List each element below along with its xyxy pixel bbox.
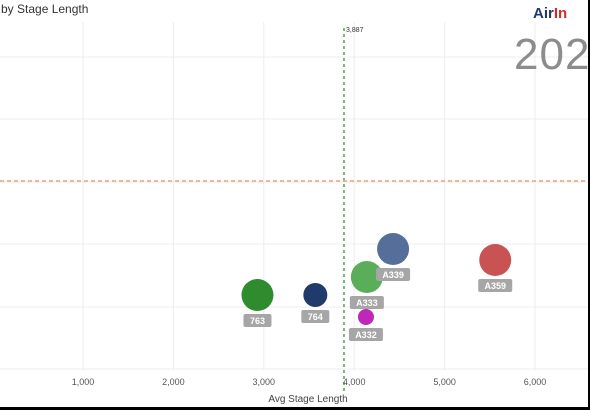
logo-text-part-2: In [553, 5, 568, 22]
data-point-764[interactable]: 764 [301, 283, 330, 323]
data-points: 763 764 A333 A339 A332 A359 [241, 233, 513, 341]
x-axis-label: Avg Stage Length [268, 394, 347, 405]
reference-lines: 3,887 [0, 27, 588, 392]
x-tick-label: 6,000 [524, 377, 547, 387]
point-label-box [349, 296, 384, 309]
point-label: A339 [382, 270, 404, 280]
point-label: A359 [484, 281, 506, 291]
chart-title: by Stage Length [1, 2, 89, 16]
point-label: A332 [355, 330, 377, 340]
year-label: 202 [514, 30, 590, 79]
point-marker[interactable] [241, 279, 274, 311]
point-marker[interactable] [377, 233, 410, 265]
point-label: A333 [356, 298, 378, 308]
grid [0, 22, 588, 370]
data-point-a359[interactable]: A359 [478, 244, 513, 292]
data-point-a333[interactable]: A333 [349, 261, 384, 309]
x-tick-label: 4,000 [343, 377, 366, 387]
point-marker[interactable] [350, 261, 383, 293]
data-point-a332[interactable]: A332 [348, 309, 383, 341]
brand-logo: AirIn [533, 5, 588, 22]
point-label-box [301, 310, 330, 323]
point-marker[interactable] [357, 309, 374, 325]
point-label-box [478, 279, 513, 292]
data-point-763[interactable]: 763 [241, 279, 274, 327]
point-label: 763 [250, 316, 265, 326]
average-line-label: 3,887 [346, 27, 364, 34]
x-axis-ticks: 1,000 2,000 3,000 4,000 5,000 6,000 [72, 377, 547, 387]
point-label-box [376, 268, 411, 281]
x-tick-label: 5,000 [433, 377, 456, 387]
data-point-a339[interactable]: A339 [376, 233, 411, 281]
x-tick-label: 2,000 [162, 377, 185, 387]
logo-text-part-1: Air [533, 5, 554, 22]
x-tick-label: 3,000 [253, 377, 276, 387]
point-marker[interactable] [303, 283, 328, 307]
point-label: 764 [308, 312, 323, 322]
point-label-box [348, 328, 383, 341]
x-tick-label: 1,000 [72, 377, 95, 387]
point-marker[interactable] [479, 244, 512, 276]
point-label-box [243, 314, 272, 327]
